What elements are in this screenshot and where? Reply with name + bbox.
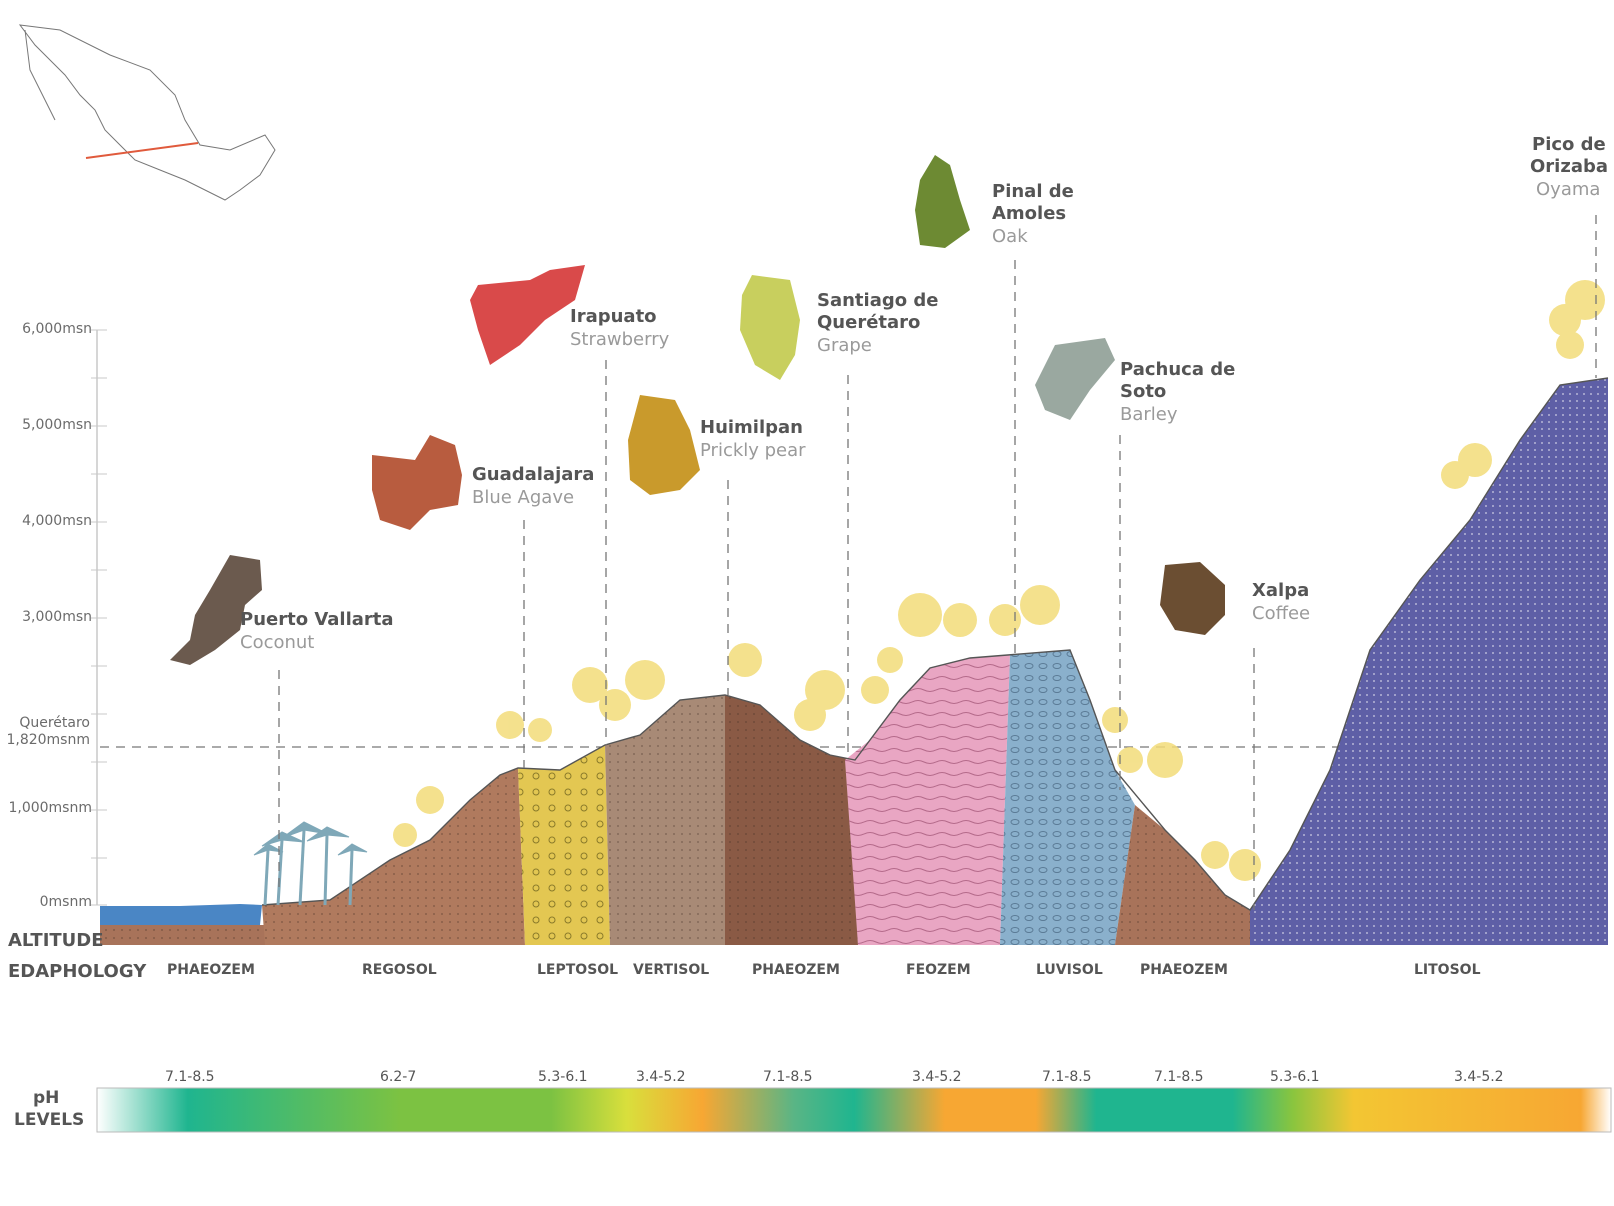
ph-title-line1: pH — [33, 1088, 60, 1108]
altitude-label-queretaro: Querétaro — [19, 715, 90, 731]
soil-label: PHAEOZEM — [167, 962, 255, 978]
grape-icon — [740, 275, 800, 380]
prickly-pear-icon — [628, 395, 700, 495]
ocean — [100, 904, 262, 925]
ph-level-label: 5.3-6.1 — [538, 1069, 588, 1085]
edaphology-title: EDAPHOLOGY — [8, 961, 147, 982]
soil-label: LUVISOL — [1036, 962, 1103, 978]
location-guadalajara: Guadalajara — [472, 464, 595, 485]
crop-oak: Oak — [992, 226, 1028, 247]
location-santiago-line1: Santiago de — [817, 290, 939, 311]
ph-level-label: 3.4-5.2 — [636, 1069, 686, 1085]
soil-label: LITOSOL — [1414, 962, 1481, 978]
barley-icon — [1035, 338, 1115, 420]
ph-level-label: 5.3-6.1 — [1270, 1069, 1320, 1085]
ph-gradient-bar — [96, 1087, 1612, 1133]
crop-coffee: Coffee — [1252, 603, 1311, 624]
ph-level-label: 7.1-8.5 — [165, 1069, 215, 1085]
altitude-label-6000: 6,000msn — [22, 321, 92, 337]
location-pachuca-line2: Soto — [1120, 381, 1167, 402]
palm-trees — [253, 821, 368, 906]
location-pico-line1: Pico de — [1532, 134, 1606, 155]
altitude-label-1820: 1,820msnm — [6, 732, 90, 748]
crop-blue-agave: Blue Agave — [472, 487, 575, 508]
ph-level-label: 3.4-5.2 — [1454, 1069, 1504, 1085]
location-pachuca-line1: Pachuca de — [1120, 359, 1236, 380]
location-xalpa: Xalpa — [1252, 580, 1310, 601]
crop-prickly-pear: Prickly pear — [700, 440, 806, 461]
ph-level-label: 3.4-5.2 — [912, 1069, 962, 1085]
location-pinal-line1: Pinal de — [992, 181, 1074, 202]
altitude-label-4000: 4,000msn — [22, 513, 92, 529]
location-huimilpan: Huimilpan — [700, 417, 803, 438]
crop-barley: Barley — [1120, 404, 1178, 425]
crop-oyama: Oyama — [1536, 179, 1601, 200]
location-puerto-vallarta: Puerto Vallarta — [240, 609, 394, 630]
crop-coconut: Coconut — [240, 632, 315, 653]
soil-label: LEPTOSOL — [537, 962, 619, 978]
vegetation-trees — [393, 280, 1605, 881]
location-pico-line2: Orizaba — [1530, 156, 1609, 177]
altitude-label-3000: 3,000msn — [22, 609, 92, 625]
mexico-map-icon — [18, 24, 276, 201]
ph-level-label: 7.1-8.5 — [763, 1069, 813, 1085]
ph-level-label: 7.1-8.5 — [1042, 1069, 1092, 1085]
oak-icon — [915, 155, 970, 248]
soil-label: PHAEOZEM — [1140, 962, 1228, 978]
ph-level-label: 6.2-7 — [380, 1069, 417, 1085]
altitude-label-5000: 5,000msn — [22, 417, 92, 433]
crop-strawberry: Strawberry — [570, 329, 670, 350]
coconut-icon — [170, 555, 262, 665]
altitude-label-1000: 1,000msnm — [8, 800, 92, 816]
crop-grape: Grape — [817, 335, 872, 356]
ph-title-line2: LEVELS — [14, 1110, 85, 1130]
soil-label: FEOZEM — [906, 962, 971, 978]
soil-label: PHAEOZEM — [752, 962, 840, 978]
agave-icon — [372, 435, 462, 530]
location-leaders — [278, 215, 1597, 910]
location-irapuato: Irapuato — [570, 306, 657, 327]
coffee-icon — [1160, 562, 1225, 635]
terrain-profile — [100, 377, 1609, 945]
altitude-title: ALTITUDE — [8, 930, 104, 951]
altitude-label-0: 0msnm — [39, 894, 92, 910]
altitude-axis — [91, 329, 107, 906]
ph-level-label: 7.1-8.5 — [1154, 1069, 1204, 1085]
soil-label: VERTISOL — [633, 962, 710, 978]
soil-label: REGOSOL — [362, 962, 437, 978]
location-pinal-line2: Amoles — [992, 203, 1067, 224]
location-santiago-line2: Querétaro — [817, 312, 921, 333]
strawberry-icon — [470, 265, 585, 365]
